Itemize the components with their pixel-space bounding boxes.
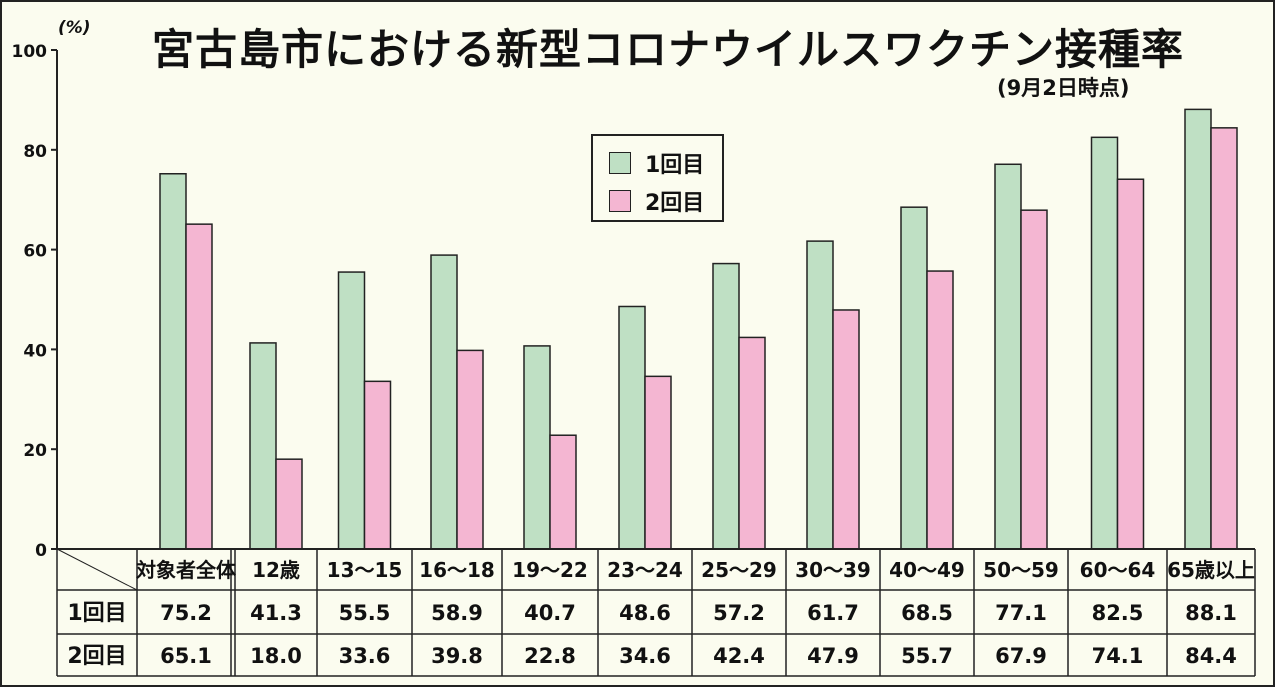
bar-second-dose — [549, 434, 577, 550]
table-row-label-first-dose: 1回目 — [67, 601, 126, 626]
legend-label-second-dose: 2回目 — [645, 191, 705, 216]
y-tick-label: 40 — [23, 341, 47, 361]
legend-label-first-dose: 1回目 — [645, 153, 705, 178]
bar-second-dose — [185, 223, 213, 550]
category-label: 50〜59 — [983, 558, 1059, 582]
value-label-second-dose: 18.0 — [250, 644, 302, 668]
bar-second-dose — [926, 270, 954, 550]
value-label-first-dose: 75.2 — [160, 601, 212, 625]
value-label-first-dose: 68.5 — [901, 601, 953, 625]
legend-item-second-dose: 2回目 — [609, 185, 704, 217]
legend: 1回目 2回目 — [591, 134, 724, 222]
value-label-first-dose: 82.5 — [1092, 601, 1144, 625]
legend-swatch-first-dose — [609, 152, 631, 174]
bar-second-dose — [1210, 127, 1238, 550]
category-label: 30〜39 — [795, 558, 871, 582]
value-label-second-dose: 22.8 — [524, 644, 576, 668]
category-label: 対象者全体 — [135, 558, 237, 582]
y-tick-label: 0 — [35, 541, 47, 561]
category-label: 19〜22 — [512, 558, 588, 582]
bar-second-dose — [275, 458, 303, 550]
bar-first-dose — [249, 342, 277, 550]
category-label: 40〜49 — [889, 558, 965, 582]
bar-first-dose — [1090, 136, 1119, 550]
bar-first-dose — [994, 163, 1022, 550]
bar-second-dose — [1020, 209, 1048, 550]
value-label-first-dose: 88.1 — [1185, 601, 1237, 625]
value-label-second-dose: 42.4 — [713, 644, 765, 668]
legend-item-first-dose: 1回目 — [609, 147, 704, 179]
value-label-first-dose: 77.1 — [995, 601, 1047, 625]
category-label: 12歳 — [252, 558, 300, 582]
bar-first-dose — [430, 254, 458, 550]
bar-first-dose — [1184, 108, 1212, 550]
category-label: 60〜64 — [1080, 558, 1156, 582]
value-label-first-dose: 40.7 — [524, 601, 576, 625]
chart-title: 宮古島市における新型コロナウイルスワクチン接種率 — [152, 25, 1185, 74]
value-label-second-dose: 67.9 — [995, 644, 1047, 668]
value-label-second-dose: 47.9 — [807, 644, 859, 668]
legend-swatch-second-dose — [609, 190, 631, 212]
bar-second-dose — [738, 336, 766, 550]
bar-first-dose — [337, 271, 366, 550]
bar-second-dose — [644, 375, 672, 550]
y-tick-label: 80 — [23, 142, 47, 162]
bar-first-dose — [900, 206, 928, 550]
value-label-second-dose: 74.1 — [1092, 644, 1144, 668]
category-label: 23〜24 — [607, 558, 683, 582]
value-label-first-dose: 57.2 — [713, 601, 765, 625]
category-label: 25〜29 — [701, 558, 777, 582]
bar-second-dose — [1116, 178, 1145, 550]
bar-first-dose — [159, 173, 187, 550]
value-label-first-dose: 48.6 — [619, 601, 671, 625]
value-label-first-dose: 55.5 — [339, 601, 391, 625]
value-label-first-dose: 41.3 — [250, 601, 302, 625]
bar-first-dose — [806, 240, 834, 550]
y-tick-label: 60 — [23, 242, 47, 262]
y-tick-label: 100 — [12, 42, 48, 62]
bar-second-dose — [456, 349, 484, 550]
value-label-second-dose: 34.6 — [619, 644, 671, 668]
table-row-label-second-dose: 2回目 — [67, 644, 126, 669]
value-label-first-dose: 61.7 — [807, 601, 859, 625]
value-label-second-dose: 84.4 — [1185, 644, 1237, 668]
category-label: 13〜15 — [327, 558, 403, 582]
y-axis-unit: (%) — [58, 18, 91, 38]
value-label-second-dose: 55.7 — [901, 644, 953, 668]
table-corner-diagonal — [56, 548, 138, 591]
chart-subtitle: (9月2日時点) — [997, 76, 1130, 100]
category-label: 65歳以上 — [1167, 558, 1255, 582]
value-label-first-dose: 58.9 — [431, 601, 483, 625]
y-tick-label: 20 — [23, 441, 47, 461]
bar-second-dose — [832, 309, 860, 550]
category-label: 16〜18 — [419, 558, 495, 582]
value-label-second-dose: 65.1 — [160, 644, 212, 668]
bar-first-dose — [618, 305, 646, 550]
value-label-second-dose: 39.8 — [431, 644, 483, 668]
value-label-second-dose: 33.6 — [339, 644, 391, 668]
bar-first-dose — [712, 262, 740, 550]
bar-second-dose — [363, 380, 392, 550]
bar-first-dose — [523, 345, 551, 550]
